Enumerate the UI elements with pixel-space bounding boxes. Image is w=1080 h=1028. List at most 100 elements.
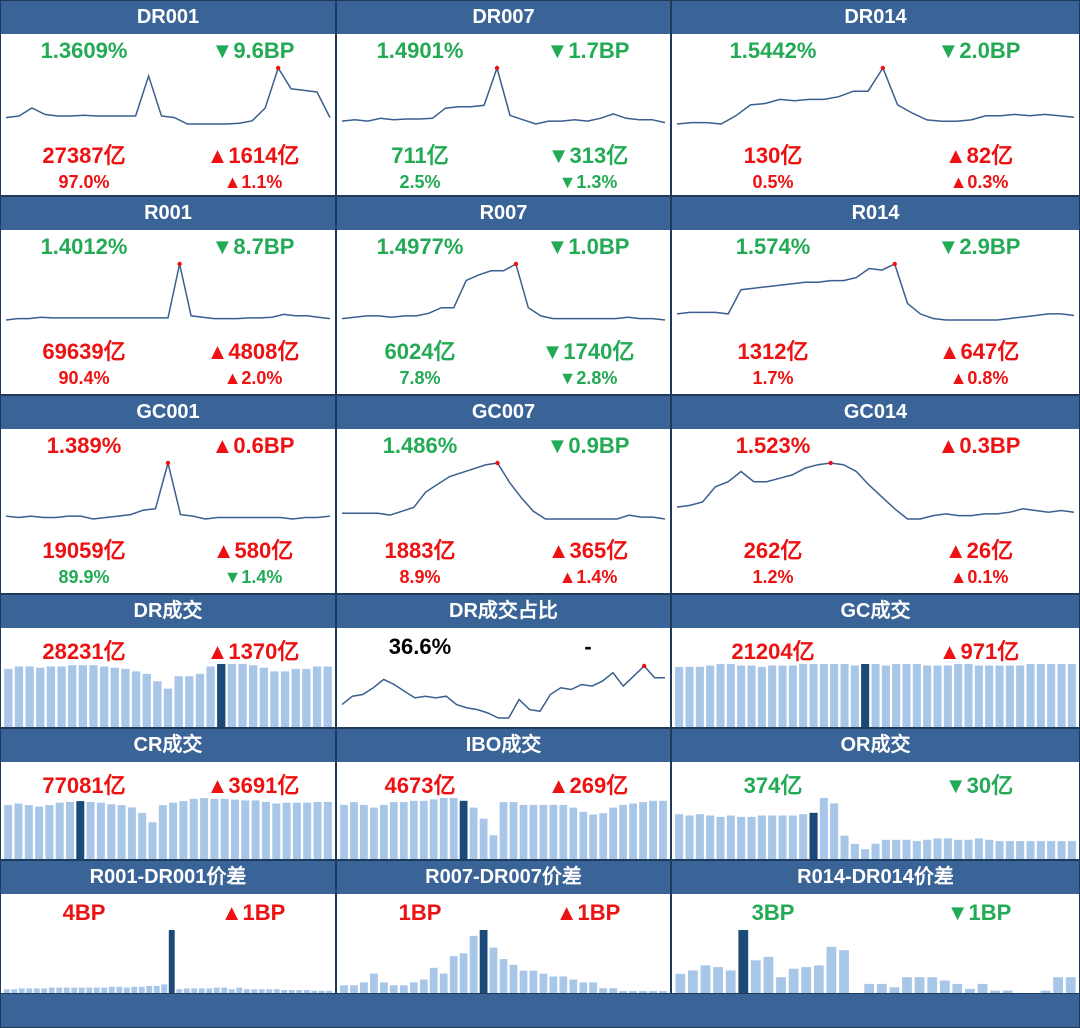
bar — [881, 839, 890, 860]
stat-change: ▲3691亿 — [207, 768, 300, 800]
bar — [539, 804, 548, 860]
bar — [609, 807, 618, 860]
bar — [131, 986, 138, 994]
stat-value: 1883亿 — [385, 533, 456, 565]
bar — [799, 814, 808, 860]
grid-divider-horizontal — [0, 859, 1080, 861]
stat-change: ▼1BP — [947, 900, 1012, 926]
bar — [86, 801, 95, 860]
bar — [706, 815, 715, 860]
bar — [1040, 990, 1051, 994]
stat-change: ▲1370亿 — [207, 634, 300, 666]
bar — [914, 977, 925, 994]
stat-text: 1.4% — [576, 567, 618, 587]
bar — [110, 667, 119, 728]
stat-value: 21204亿 — [731, 634, 814, 666]
bar — [231, 799, 239, 860]
stat-value: 27387亿 — [42, 138, 125, 170]
bar — [93, 987, 100, 994]
bar — [768, 815, 777, 860]
down-arrow-icon: ▼ — [546, 38, 569, 63]
bar — [399, 985, 408, 994]
bar — [1057, 841, 1066, 860]
bar — [861, 849, 870, 860]
bar — [509, 964, 518, 994]
bar — [995, 841, 1004, 860]
stat-change: ▲1.1% — [224, 172, 283, 193]
bar — [675, 814, 684, 860]
bar — [161, 984, 168, 994]
up-arrow-icon: ▲ — [223, 172, 242, 192]
stat-text: 0.1% — [967, 567, 1009, 587]
stat-change: ▲0.3BP — [938, 433, 1021, 459]
stat-value: 4673亿 — [385, 768, 456, 800]
bar — [813, 965, 824, 994]
panel-title: R001-DR001价差 — [0, 860, 336, 894]
stat-value: 130亿 — [744, 138, 803, 170]
stat-change: ▲580亿 — [213, 533, 294, 565]
stat-text: 313亿 — [569, 143, 629, 168]
bar — [1067, 841, 1076, 860]
bar — [519, 804, 528, 860]
bar — [449, 956, 458, 994]
bar — [14, 803, 23, 860]
stat-text: 28231亿 — [42, 639, 126, 664]
bar — [318, 990, 325, 994]
bar — [261, 801, 270, 860]
bar — [499, 959, 508, 994]
stat-text: 1.4977% — [376, 234, 464, 259]
bar — [350, 985, 358, 994]
bar — [123, 987, 130, 994]
bar — [559, 804, 568, 860]
stat-change: ▲365亿 — [548, 533, 629, 565]
bar — [18, 988, 25, 994]
stat-text: 9.6BP — [233, 38, 295, 63]
bar — [131, 671, 141, 728]
stat-text: 1.574% — [735, 234, 811, 259]
bar — [323, 666, 332, 728]
stat-value: 8.9% — [399, 567, 440, 588]
bar — [902, 977, 912, 994]
stat-text: 0.5% — [752, 172, 794, 192]
stat-text: 1.5442% — [729, 38, 817, 63]
stat-text: 2.0% — [241, 368, 283, 388]
stat-text: 1.7% — [752, 368, 794, 388]
bar — [1016, 841, 1025, 860]
up-arrow-icon: ▲ — [949, 368, 968, 388]
up-arrow-icon: ▲ — [555, 900, 578, 925]
grid-divider-horizontal — [0, 727, 1080, 729]
stat-value: 90.4% — [58, 368, 109, 389]
bar — [153, 986, 160, 994]
bar — [236, 987, 243, 994]
bar — [220, 798, 229, 860]
stat-value: 7.8% — [399, 368, 440, 389]
bar — [259, 667, 268, 728]
bar — [389, 985, 398, 994]
chart-cr-12 — [4, 798, 332, 860]
stat-text: 4BP — [62, 900, 106, 925]
stat-change: ▲0.6BP — [212, 433, 295, 459]
stat-text: 1.4012% — [40, 234, 128, 259]
bar — [685, 815, 694, 860]
chart-r001-dr001-15 — [3, 930, 333, 994]
bar — [706, 665, 715, 728]
down-arrow-icon: ▼ — [946, 900, 969, 925]
chart-dr001-0 — [5, 65, 331, 125]
stat-value: 1.7% — [752, 368, 793, 389]
bar — [89, 665, 98, 728]
bar — [46, 666, 56, 728]
bar — [185, 676, 194, 728]
stat-text: 1883亿 — [384, 538, 456, 563]
bar — [788, 665, 797, 728]
bar — [189, 798, 198, 860]
bar — [861, 664, 870, 728]
stat-change: ▼1.0BP — [547, 234, 630, 260]
panel-cr-12: CR成交 77081亿 ▲3691亿 — [0, 728, 336, 860]
bar — [649, 800, 657, 860]
stat-text: 4673亿 — [384, 773, 456, 798]
bar — [68, 665, 77, 728]
panel-r014-5: R014 1.574% ▼2.9BP 1312亿 ▲647亿 1.7% ▲0.8% — [671, 196, 1080, 395]
stat-text: 365亿 — [569, 538, 629, 563]
stat-text: 1.7BP — [568, 38, 630, 63]
stat-text: 1.0BP — [568, 234, 630, 259]
